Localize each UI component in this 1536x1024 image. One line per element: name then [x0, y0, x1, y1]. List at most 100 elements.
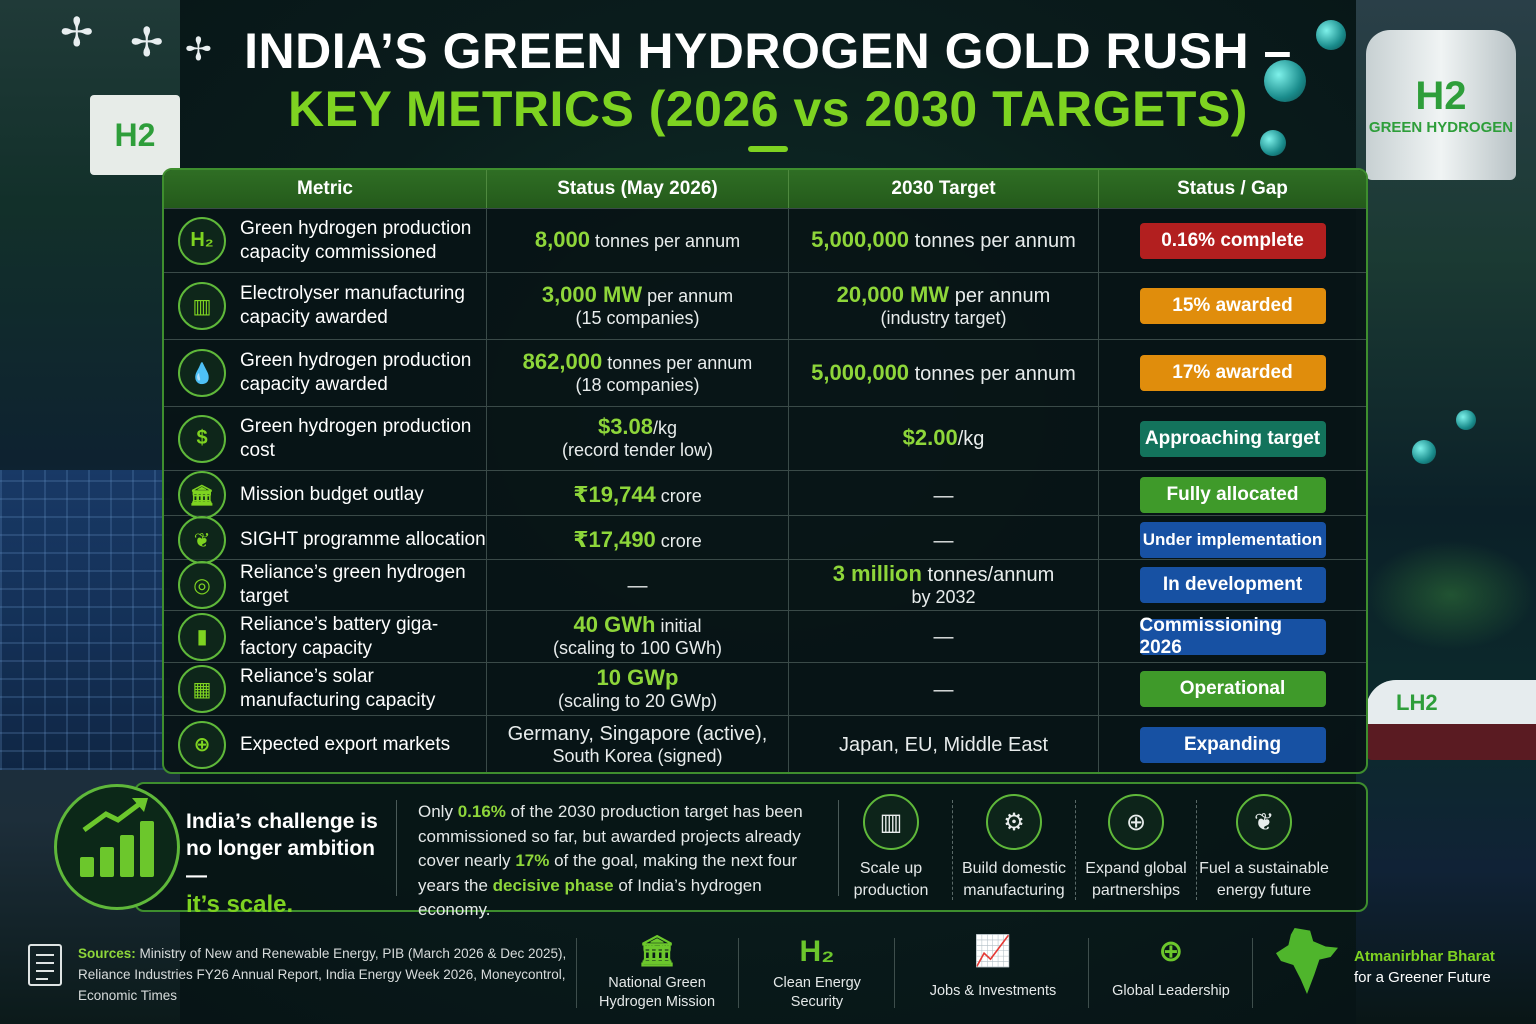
solar-panel-field [0, 470, 170, 770]
wind-turbine-icon: ✢ [130, 21, 164, 65]
government-building-icon: 🏛 [637, 935, 677, 968]
target-value: 3 million [832, 560, 922, 586]
water-drop-icon: 💧 [178, 349, 226, 397]
status-cell: ₹17,490 crore [487, 516, 789, 564]
metric-label: Green hydrogen production capacity award… [240, 350, 472, 395]
metric-cell: ▦ Reliance’s solar manufacturing capacity [164, 663, 487, 715]
title-line-2: KEY METRICS (2026 vs 2030 TARGETS) [288, 81, 1248, 137]
status-value: 3,000 MW [541, 281, 643, 307]
table-row: 💧 Green hydrogen production capacity awar… [164, 339, 1366, 406]
target-unit: per annum [949, 284, 1051, 307]
header-gap: Status / Gap [1177, 178, 1288, 199]
footer-item-leadership: ⊕ Global Leadership [1100, 930, 1242, 1001]
status-value: 862,000 [522, 348, 603, 374]
status-unit: /kg [653, 418, 678, 438]
target-unit: — [933, 529, 954, 552]
globe-icon: ⊕ [1108, 794, 1164, 850]
status-cell: 40 GWh initial (scaling to 100 GWh) [487, 611, 789, 662]
status-note: (scaling to 20 GWp) [557, 690, 718, 711]
target-icon: ◎ [178, 561, 226, 609]
challenge-line-1: India’s challenge is no longer ambition … [186, 810, 378, 887]
action-divider [1075, 800, 1076, 900]
india-map-icon [1276, 928, 1338, 994]
gap-cell: 0.16% complete [1099, 209, 1366, 272]
footer-divider [1088, 938, 1089, 1008]
metric-cell: ⊕ Expected export markets [164, 716, 487, 772]
metric-cell: ▥ Electrolyser manufacturing capacity awa… [164, 273, 487, 339]
footer-divider [894, 938, 895, 1008]
challenge-line-2: it’s scale. [186, 891, 294, 918]
metric-label: Expected export markets [240, 733, 451, 755]
target-cell: — [789, 663, 1099, 715]
wind-turbine-icon: ✢ [185, 31, 212, 67]
status-note: South Korea (signed) [552, 746, 723, 766]
metric-label: Mission budget outlay [240, 484, 424, 505]
status-note: (18 companies) [575, 374, 700, 395]
status-value: ₹19,744 [573, 481, 656, 507]
table-row: ⊕ Expected export markets Germany, Singapo… [164, 715, 1366, 772]
status-cell: 862,000 tonnes per annum (18 companies) [487, 340, 789, 406]
status-unit: Germany, Singapore (active), [507, 723, 768, 745]
status-value: ₹17,490 [573, 526, 656, 552]
footer-item-label: Global Leadership [1112, 983, 1230, 999]
metric-label: Green hydrogen production cost [240, 415, 472, 461]
status-unit: tonnes per annum [589, 231, 741, 251]
gap-cell: 15% awarded [1099, 273, 1366, 339]
title-underline [748, 146, 788, 152]
header-metric: Metric [164, 170, 487, 208]
status-value: 8,000 [534, 227, 590, 252]
gap-cell: 17% awarded [1099, 340, 1366, 406]
action-expand-partnerships: ⊕ Expand global partnerships [1071, 794, 1201, 902]
status-value: 10 GWp [596, 664, 679, 690]
world-map-glow [1366, 540, 1536, 650]
target-cell: $2.00/kg [789, 407, 1099, 470]
status-badge: Commissioning 2026 [1139, 615, 1326, 658]
action-label: Scale up production [853, 860, 929, 899]
gear-icon: ⚙ [986, 794, 1042, 850]
status-cell: 3,000 MW per annum (15 companies) [487, 273, 789, 339]
growth-chart-icon [54, 784, 180, 910]
challenge-statement: India’s challenge is no longer ambition … [186, 808, 386, 918]
status-note: (record tender low) [561, 440, 714, 460]
insight-text: Only 0.16% of the 2030 production target… [418, 802, 803, 919]
target-unit: — [933, 678, 954, 701]
metric-label: Reliance’s green hydrogen target [240, 562, 466, 607]
target-note: (industry target) [880, 307, 1007, 328]
status-cell: — [487, 560, 789, 610]
status-badge: 15% awarded [1139, 288, 1326, 324]
molecule-icon [1456, 410, 1476, 430]
hydrogen-tank: H2 GREEN HYDROGEN [1366, 30, 1516, 180]
metric-cell: ❦ SIGHT programme allocation [164, 516, 487, 564]
action-label: Expand global partnerships [1085, 860, 1187, 899]
target-value: 5,000,000 [811, 227, 910, 252]
lh2-ship: LH2 [1366, 680, 1536, 760]
sources-text: Sources: Ministry of New and Renewable E… [78, 946, 567, 1003]
insight-divider [838, 800, 839, 896]
target-cell: 3 million tonnes/annum by 2032 [789, 560, 1099, 610]
table-row: ▦ Reliance’s solar manufacturing capacity… [164, 662, 1366, 715]
h2-icon: H₂ [799, 935, 835, 968]
status-unit: initial [655, 616, 702, 636]
header-status: Status (May 2026) [487, 170, 789, 208]
table-row: ◎ Reliance’s green hydrogen target — 3 mill… [164, 559, 1366, 610]
footer-item-energy-security: H₂ Clean Energy Security [752, 930, 882, 1012]
table-row: ▮ Reliance’s battery giga-factory capacit… [164, 610, 1366, 662]
molecule-icon [1264, 60, 1306, 102]
metric-label: Electrolyser manufacturing capacity awar… [240, 283, 465, 328]
footer-item-mission: 🏛 National Green Hydrogen Mission [590, 930, 724, 1012]
growth-arrow-icon [82, 798, 148, 833]
footer-item-jobs: 📈 Jobs & Investments [910, 930, 1076, 1001]
molecule-icon [1412, 440, 1436, 464]
table-row: 🏛 Mission budget outlay ₹19,744 crore — Full… [164, 470, 1366, 519]
table-row: H₂ Green hydrogen production capacity com… [164, 208, 1366, 272]
government-building-icon: 🏛 [178, 471, 226, 519]
status-badge: Approaching target [1139, 420, 1326, 457]
action-label: Fuel a sustainable energy future [1199, 860, 1329, 899]
status-value: $3.08 [597, 414, 654, 439]
status-badge: 17% awarded [1139, 355, 1326, 391]
atmanirbhar-title: Atmanirbhar Bharat [1354, 948, 1495, 965]
metric-cell: 🏛 Mission budget outlay [164, 471, 487, 519]
atmanirbhar-subtitle: for a Greener Future [1354, 969, 1491, 986]
status-note: (scaling to 100 GWh) [552, 638, 723, 658]
gap-cell: Expanding [1099, 716, 1366, 772]
